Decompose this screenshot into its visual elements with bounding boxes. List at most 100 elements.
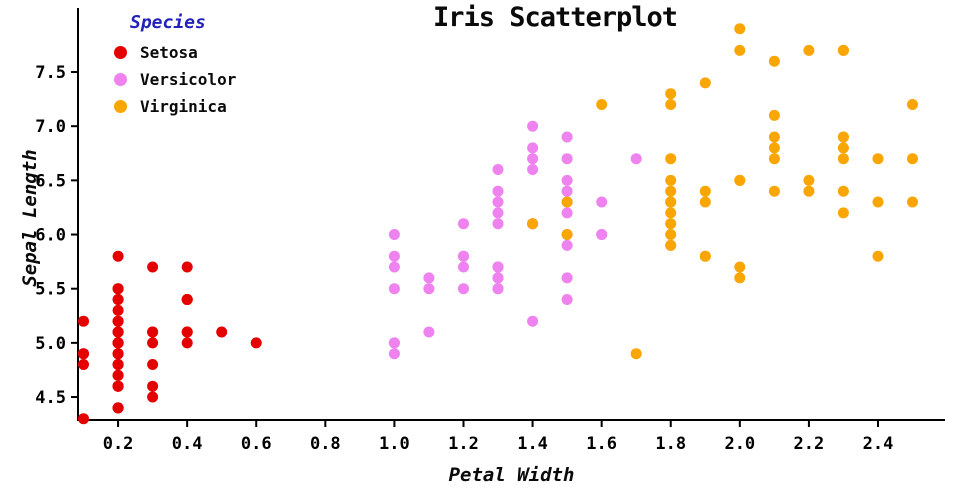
scatter-point: [78, 348, 89, 360]
scatter-point: [527, 164, 539, 175]
scatter-point: [768, 131, 780, 143]
scatter-point: [216, 326, 228, 338]
scatter-point: [699, 196, 711, 208]
scatter-point: [768, 185, 780, 197]
scatter-point: [112, 294, 124, 305]
y-tick-label: 7.5: [35, 63, 66, 83]
scatter-point: [181, 294, 193, 305]
scatter-point: [147, 391, 159, 403]
scatter-point: [665, 185, 677, 197]
scatter-point: [561, 239, 573, 251]
scatter-point: [423, 326, 435, 338]
scatter-point: [734, 174, 746, 186]
scatter-point: [872, 196, 884, 208]
scatter-point: [147, 326, 159, 338]
scatter-point: [388, 348, 400, 360]
scatter-point: [561, 153, 573, 165]
legend-label: Versicolor: [140, 70, 237, 89]
scatter-point: [872, 153, 884, 165]
scatter-point: [527, 120, 539, 132]
scatter-point: [665, 153, 677, 165]
scatter-point: [734, 272, 746, 284]
scatter-point: [734, 44, 746, 56]
scatter-point: [768, 109, 780, 121]
scatter-point: [492, 185, 504, 197]
scatter-point: [112, 369, 124, 381]
scatter-point: [147, 380, 159, 392]
scatter-point: [630, 348, 642, 360]
scatter-point: [665, 239, 677, 251]
scatter-point: [803, 44, 815, 56]
scatter-point: [423, 283, 435, 295]
scatter-point: [665, 229, 677, 240]
y-tick-label: 5.0: [35, 334, 66, 354]
x-tick-label: 0.6: [241, 434, 272, 454]
scatter-point: [630, 153, 642, 165]
scatter-point: [561, 294, 573, 305]
x-tick-label: 0.2: [103, 434, 134, 454]
legend-label: Setosa: [140, 43, 198, 62]
scatter-point: [181, 261, 193, 273]
legend-entry-setosa: Setosa: [114, 43, 236, 62]
scatter-point: [388, 261, 400, 273]
scatter-point: [561, 131, 573, 143]
scatter-point: [112, 337, 124, 349]
scatter-point: [112, 283, 124, 295]
y-tick-label: 6.0: [35, 226, 66, 246]
scatter-point: [699, 185, 711, 197]
scatter-point: [112, 402, 124, 414]
scatter-point: [388, 337, 400, 349]
scatter-point: [734, 23, 746, 35]
scatter-point: [112, 348, 124, 360]
legend-entry-virginica: Virginica: [114, 97, 236, 116]
chart-title: Iris Scatterplot: [432, 2, 678, 33]
series-setosa: [78, 250, 262, 425]
scatter-point: [561, 196, 573, 208]
scatter-point: [561, 229, 573, 240]
y-tick-label: 4.5: [35, 388, 66, 408]
scatter-point: [768, 55, 780, 67]
y-tick-label: 6.5: [35, 171, 66, 191]
scatter-point: [112, 380, 124, 392]
scatter-point: [78, 413, 89, 425]
x-axis-label: Petal Width: [448, 464, 575, 486]
scatter-point: [768, 153, 780, 165]
series-virginica: [527, 23, 918, 360]
scatter-point: [492, 164, 504, 175]
series-versicolor: [388, 120, 677, 360]
scatter-point: [907, 153, 918, 165]
legend: Species Setosa Versicolor Virginica: [106, 12, 236, 124]
scatter-point: [458, 261, 469, 273]
scatter-point: [837, 207, 849, 219]
scatter-point: [561, 174, 573, 186]
scatter-point: [561, 207, 573, 219]
scatter-point: [665, 174, 677, 186]
scatter-point: [458, 218, 469, 230]
x-tick-label: 1.8: [655, 434, 686, 454]
x-tick-label: 2.0: [724, 434, 755, 454]
scatter-point: [596, 99, 608, 110]
x-tick-label: 1.0: [379, 434, 410, 454]
scatter-point: [250, 337, 262, 349]
scatter-point: [596, 196, 608, 208]
scatter-point: [596, 229, 608, 240]
scatter-point: [78, 359, 89, 370]
scatter-point: [907, 99, 918, 110]
scatter-point: [112, 359, 124, 370]
legend-title: Species: [130, 12, 206, 33]
scatter-point: [837, 153, 849, 165]
scatter-point: [837, 131, 849, 143]
x-tick-label: 0.8: [310, 434, 341, 454]
legend-entries: Setosa Versicolor Virginica: [106, 43, 236, 116]
scatter-point: [492, 283, 504, 295]
y-tick-label: 7.0: [35, 117, 66, 137]
scatter-point: [837, 44, 849, 56]
scatter-point: [665, 218, 677, 230]
scatter-point: [665, 88, 677, 100]
x-tick-label: 1.6: [586, 434, 617, 454]
scatter-point: [388, 250, 400, 262]
scatter-point: [492, 218, 504, 230]
legend-marker-icon: [114, 100, 127, 113]
